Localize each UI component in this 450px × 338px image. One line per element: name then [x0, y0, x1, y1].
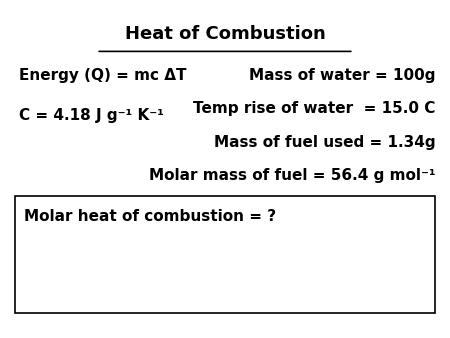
Text: Heat of Combustion: Heat of Combustion	[125, 25, 325, 43]
Text: C = 4.18 J g⁻¹ K⁻¹: C = 4.18 J g⁻¹ K⁻¹	[19, 108, 164, 123]
Text: Energy (Q) = mc ΔT: Energy (Q) = mc ΔT	[19, 68, 187, 82]
Text: Mass of water = 100g: Mass of water = 100g	[249, 68, 435, 82]
Text: Temp rise of water  = 15.0 C: Temp rise of water = 15.0 C	[193, 101, 435, 116]
Text: Mass of fuel used = 1.34g: Mass of fuel used = 1.34g	[214, 135, 435, 150]
Text: Molar mass of fuel = 56.4 g mol⁻¹: Molar mass of fuel = 56.4 g mol⁻¹	[148, 168, 435, 183]
FancyBboxPatch shape	[15, 196, 435, 313]
Text: Molar heat of combustion = ?: Molar heat of combustion = ?	[24, 209, 276, 224]
